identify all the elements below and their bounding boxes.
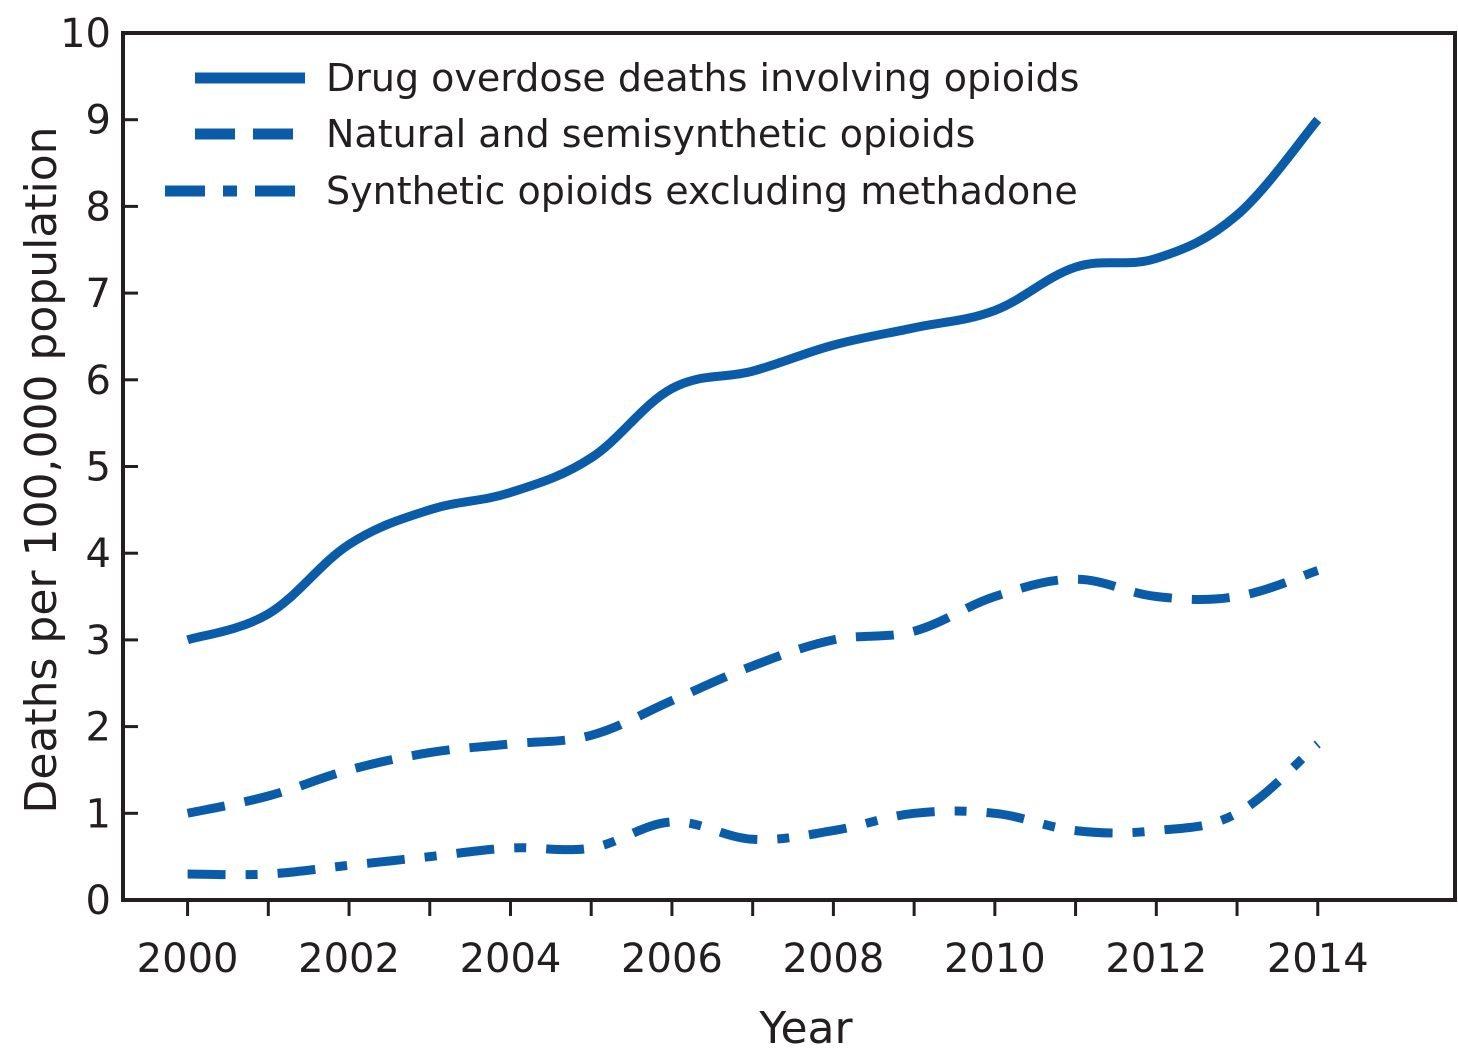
x-tick-label: 2010 <box>944 936 1046 982</box>
y-axis-title: Deaths per 100,000 population <box>16 126 67 813</box>
y-tick-label: 9 <box>86 98 111 144</box>
x-tick-label: 2014 <box>1267 936 1369 982</box>
legend-label-natural-semisynthetic: Natural and semisynthetic opioids <box>326 112 975 156</box>
plot-frame <box>121 31 1457 902</box>
series-line-opioids-total <box>186 116 1322 645</box>
y-tick-label: 3 <box>86 618 111 664</box>
y-tick-label: 10 <box>60 11 111 57</box>
x-tick-label: 2004 <box>460 936 562 982</box>
x-tick-label: 2012 <box>1105 936 1207 982</box>
legend: Drug overdose deaths involving opioids Na… <box>165 56 1079 213</box>
x-axis-title: Year <box>758 1003 853 1052</box>
y-tick-label: 2 <box>86 705 111 751</box>
series-line-natural-semisynthetic <box>186 566 1320 818</box>
y-tick-label: 1 <box>86 791 111 837</box>
y-tick-label: 8 <box>86 184 111 230</box>
y-tick-label: 7 <box>86 271 111 317</box>
series-lines <box>186 116 1322 880</box>
series-line-synthetic-excl-methadone <box>187 740 1321 880</box>
x-tick-label: 2008 <box>783 936 885 982</box>
y-tick-label: 0 <box>86 878 111 924</box>
x-tick-label: 2002 <box>298 936 400 982</box>
y-tick-label: 5 <box>86 445 111 491</box>
legend-label-synthetic-excl-methadone: Synthetic opioids excluding methadone <box>326 169 1078 213</box>
y-tick-label: 6 <box>86 358 111 404</box>
x-tick-label: 2006 <box>621 936 723 982</box>
axes: 0 1 2 3 4 5 6 7 8 9 10 2000 2002 2004 2006 2008 2010 2012… <box>60 11 1457 982</box>
y-tick-label: 4 <box>86 531 111 577</box>
x-tick-label: 2000 <box>137 936 239 982</box>
legend-label-opioids-total: Drug overdose deaths involving opioids <box>326 56 1079 100</box>
